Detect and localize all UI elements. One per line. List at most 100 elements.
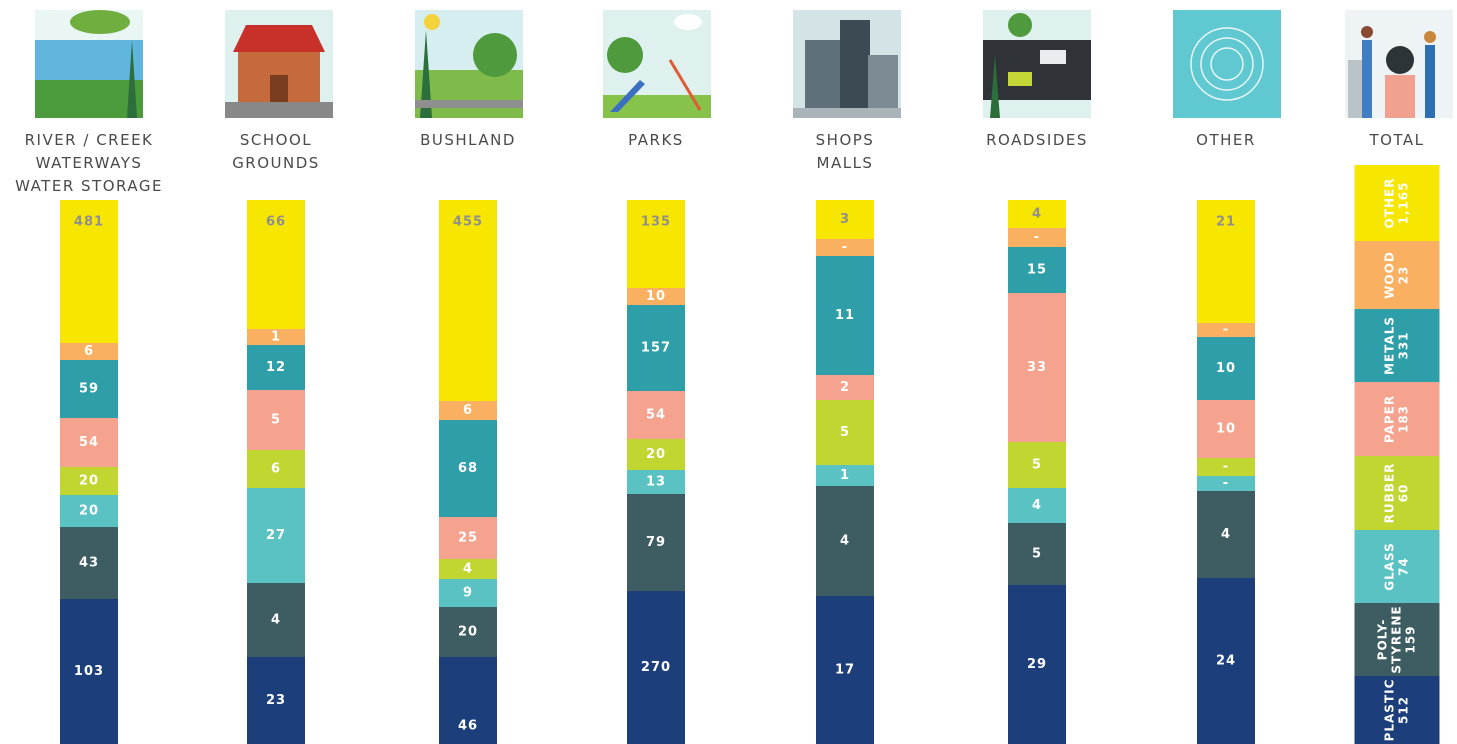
segment-label: 15 — [1027, 263, 1047, 278]
bushland-illustration — [415, 10, 523, 118]
bar-segment — [1008, 442, 1066, 488]
segment-label: 29 — [1027, 657, 1047, 672]
total-label: 23 — [1397, 266, 1411, 285]
bar-segment — [1008, 293, 1066, 442]
bar-segment — [1197, 578, 1255, 744]
bar-segment — [816, 400, 874, 465]
segment-label: 6 — [84, 344, 94, 359]
total-label: 159 — [1404, 625, 1418, 653]
segment-label: 270 — [641, 660, 671, 675]
shops-illustration — [793, 10, 901, 118]
bar-segment — [1354, 309, 1440, 382]
total-label: METALS — [1383, 316, 1397, 375]
segment-label: 68 — [458, 461, 478, 476]
segment-label: 43 — [79, 556, 99, 571]
segment-label: - — [1034, 230, 1040, 245]
segment-label: 157 — [641, 341, 671, 356]
segment-label: 4 — [1032, 498, 1042, 513]
bar-segment — [816, 200, 874, 239]
segment-label: - — [1223, 323, 1229, 338]
total-label: 74 — [1397, 557, 1411, 576]
bar-segment — [439, 559, 497, 579]
bar-segment — [627, 439, 685, 470]
bar-segment — [60, 599, 118, 744]
segment-label: 10 — [646, 289, 666, 304]
segment-label: 3 — [840, 212, 850, 227]
segment-label: 17 — [835, 663, 855, 678]
bar-segment — [1354, 382, 1440, 456]
segment-label: - — [1223, 460, 1229, 475]
segment-label: 20 — [458, 625, 478, 640]
bar-segment — [247, 488, 305, 583]
segment-label: 4 — [840, 534, 850, 549]
segment-label: 5 — [271, 413, 281, 428]
total-label: 331 — [1397, 331, 1411, 359]
bar-segment — [1354, 530, 1440, 603]
bar-segment — [247, 583, 305, 657]
bar-segment — [439, 200, 497, 401]
segment-label: 24 — [1216, 654, 1236, 669]
bar-segment — [439, 607, 497, 657]
segment-label: 20 — [79, 474, 99, 489]
segment-label: 4 — [271, 613, 281, 628]
bar-segment — [1008, 488, 1066, 523]
segment-label: 66 — [266, 215, 286, 230]
bar-segment — [1197, 400, 1255, 458]
segment-label: 1 — [840, 468, 850, 483]
column-label: SCHOOL — [240, 131, 312, 149]
bar-segment — [1197, 491, 1255, 578]
bar-segment — [60, 343, 118, 360]
bar-segment — [60, 200, 118, 343]
bar-segment — [60, 527, 118, 599]
segment-label: 2 — [840, 380, 850, 395]
bar-segment — [1197, 200, 1255, 323]
bar-segment — [247, 200, 305, 329]
segment-label: 4 — [463, 562, 473, 577]
total-label: 183 — [1397, 405, 1411, 433]
bar-segment — [1008, 523, 1066, 585]
bar-segment — [60, 360, 118, 418]
segment-label: 6 — [463, 403, 473, 418]
bar-segment — [1197, 458, 1255, 476]
bar-segment — [1197, 323, 1255, 337]
column-label: OTHER — [1196, 131, 1256, 149]
bar-segment — [1354, 676, 1440, 744]
bar-segment — [1008, 228, 1066, 247]
bar-segment — [247, 345, 305, 390]
segment-label: 27 — [266, 528, 286, 543]
bar-segment — [627, 494, 685, 591]
column-label: PARKS — [628, 131, 684, 149]
bar-segment — [816, 465, 874, 486]
segment-label: 33 — [1027, 360, 1047, 375]
segment-label: 59 — [79, 382, 99, 397]
bar-segment — [816, 375, 874, 400]
bar-segment — [60, 418, 118, 467]
bar-segment — [627, 288, 685, 305]
bar-segment — [247, 657, 305, 744]
column-label: MALLS — [817, 154, 874, 172]
bar-segment — [816, 239, 874, 256]
total-label: OTHER — [1383, 178, 1397, 229]
bar-segment — [439, 657, 497, 744]
total-label: STYRENE — [1390, 605, 1404, 673]
segment-label: 11 — [835, 308, 855, 323]
segment-label: - — [1223, 476, 1229, 491]
segment-label: 9 — [463, 586, 473, 601]
segment-label: 21 — [1216, 215, 1236, 230]
roadsides-illustration — [983, 10, 1091, 118]
column-label: SHOPS — [816, 131, 875, 149]
bar-segment — [1008, 585, 1066, 744]
segment-label: 54 — [79, 435, 99, 450]
segment-label: 20 — [646, 447, 666, 462]
segment-label: 54 — [646, 408, 666, 423]
school-illustration — [225, 10, 333, 118]
segment-label: 5 — [1032, 547, 1042, 562]
bar-segment — [1008, 200, 1066, 228]
segment-label: 23 — [266, 693, 286, 708]
bar-segment — [247, 329, 305, 345]
column-label: WATER STORAGE — [15, 177, 163, 195]
segment-label: - — [842, 240, 848, 255]
bar-segment — [816, 486, 874, 596]
bar-segment — [439, 401, 497, 420]
